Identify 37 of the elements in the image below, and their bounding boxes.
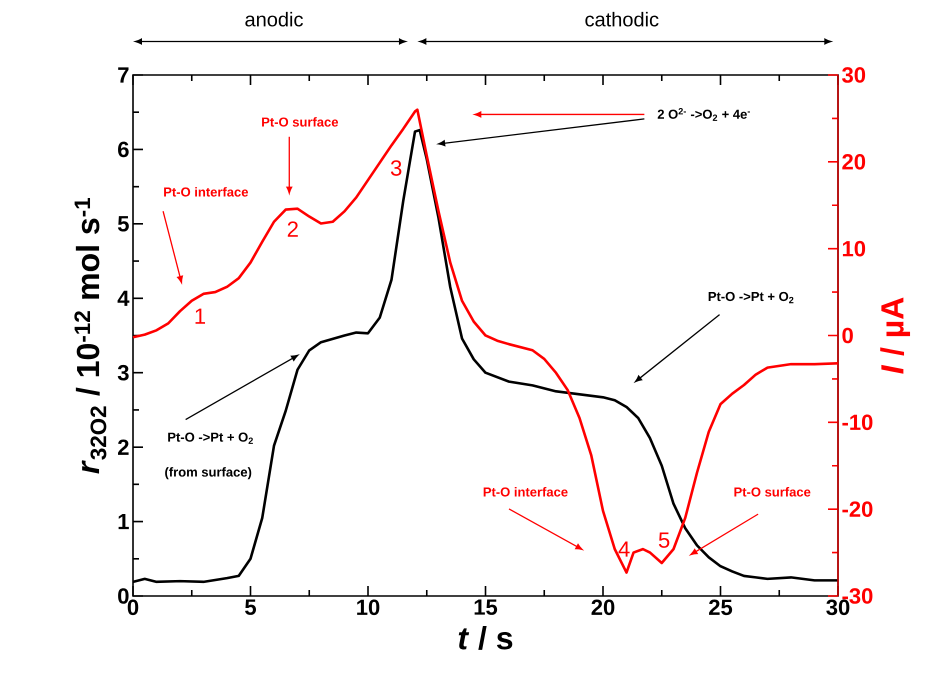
annotation: Pt-O surface [262, 117, 338, 127]
x-tick-label: 10 [357, 600, 380, 616]
annotation: Pt-O ->Pt + O$_{2}$ [708, 292, 794, 304]
y2-tick-label: 0 [842, 328, 853, 344]
y-tick-label: 1 [118, 514, 129, 530]
annotation: Pt-O surface [734, 487, 810, 497]
x-axis-title: t / s [458, 626, 512, 650]
y-tick-label: 7 [118, 67, 129, 83]
x-tick-label: 5 [245, 600, 256, 615]
text: anodic [245, 12, 303, 27]
x-tick-label: 15 [474, 600, 498, 615]
x-tick-label: 20 [592, 600, 614, 616]
y2-axis-title: I / µA [880, 298, 910, 374]
annotation: 1 [196, 308, 206, 324]
y-tick-label: 6 [118, 142, 129, 158]
annotation: 4 [618, 542, 630, 557]
annotation: Pt-O ->Pt + O$_{2}$ [168, 432, 253, 444]
annotation: (from surface) [165, 467, 252, 480]
y-tick-label: 5 [118, 216, 129, 232]
annotation: 2 [288, 221, 298, 237]
y-tick-label: 3 [118, 364, 129, 381]
y-axis-title: r$_{32O2}$ / 10$^{-12}$ mol s$^{-1}$ [74, 198, 106, 474]
annotation: 2 O$^{2-}$ ->O$_{2}$ + 4e$^{-}$ [658, 108, 750, 121]
y2-tick-label: 10 [842, 240, 866, 256]
y2-tick-label: -10 [842, 414, 872, 430]
y2-tick-label: -20 [842, 501, 872, 517]
annotation: 3 [390, 160, 402, 176]
annotation: Pt-O interface [484, 487, 568, 497]
y-tick-label: 0 [118, 588, 129, 604]
y2-tick-label: 20 [842, 154, 866, 170]
y-tick-label: 4 [118, 290, 130, 306]
y2-tick-label: 30 [842, 67, 866, 83]
x-tick-label: 25 [709, 600, 732, 616]
y-tick-label: 2 [118, 439, 129, 455]
annotation: Pt-O interface [164, 187, 248, 197]
text: cathodic [585, 12, 659, 27]
annotation: 5 [658, 532, 670, 548]
